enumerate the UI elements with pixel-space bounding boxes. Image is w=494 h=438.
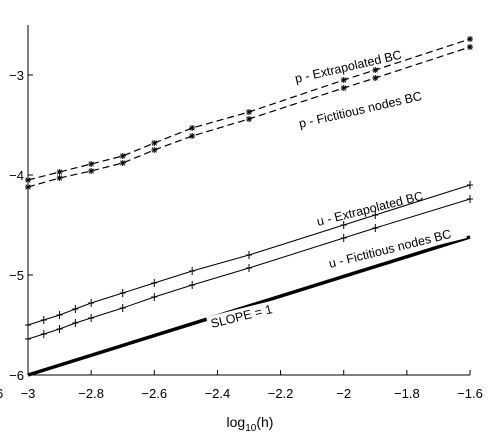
- data-point: [189, 267, 196, 275]
- x-tick-label: −2.4: [205, 386, 231, 401]
- series-line: [27, 38, 471, 181]
- y-tick-label: −5: [9, 268, 24, 283]
- series-4: [27, 235, 471, 377]
- label-u-fictitious-bg: [325, 222, 467, 273]
- data-point: [372, 224, 379, 232]
- series-3: [25, 195, 473, 343]
- data-point: [189, 133, 196, 139]
- y-tick-label: −3: [9, 68, 24, 83]
- data-point: [246, 264, 252, 272]
- data-point: [56, 175, 63, 181]
- x-tick-label: −1.6: [457, 386, 483, 401]
- data-point: [189, 281, 196, 289]
- data-point: [88, 168, 95, 174]
- x-tick-label: −2.8: [78, 386, 104, 401]
- data-point: [119, 289, 126, 297]
- data-point: [151, 140, 158, 146]
- series-line: [27, 46, 471, 188]
- label-slope-bg: [206, 297, 288, 333]
- data-point: [56, 325, 63, 333]
- data-point: [246, 251, 252, 259]
- data-point: [25, 177, 31, 183]
- data-point: [467, 44, 473, 50]
- data-point: [56, 311, 63, 319]
- x-axis-label-main: log: [227, 414, 246, 430]
- data-point: [72, 305, 79, 313]
- data-point: [119, 153, 126, 159]
- label-slope-group: SLOPE = 1: [206, 297, 288, 333]
- data-point: [119, 304, 126, 312]
- data-point: [25, 184, 31, 190]
- x-axis-label-suffix: (h): [256, 414, 273, 430]
- data-point: [340, 221, 347, 229]
- series-line: [27, 184, 471, 326]
- series-line: [27, 235, 471, 377]
- data-point: [25, 321, 31, 329]
- data-point: [372, 211, 379, 219]
- y-ticks: −6 −5 −4 −3: [9, 68, 33, 383]
- data-point: [372, 75, 379, 81]
- series-1: [25, 44, 473, 190]
- data-point: [467, 195, 473, 203]
- data-point: [88, 299, 95, 307]
- data-point: [88, 314, 95, 322]
- data-point: [340, 77, 347, 83]
- data-point: [246, 109, 252, 115]
- x-tick-label: −2.6: [141, 386, 167, 401]
- data-point: [246, 116, 252, 122]
- label-p-fictitious: p - Fictitious nodes BC: [298, 89, 424, 131]
- x-axis-label-subscript: 10: [245, 423, 257, 434]
- data-point: [340, 85, 347, 91]
- x-tick-label: −2: [336, 386, 351, 401]
- data-point: [119, 160, 126, 166]
- data-point: [151, 293, 158, 301]
- x-tick-label: −1.8: [394, 386, 420, 401]
- data-point: [340, 234, 347, 242]
- data-point: [467, 36, 473, 42]
- x-ticks: −3 −2.8 −2.6 −2.4 −2.2 −2 −1.8 −1.6: [21, 370, 483, 401]
- series-layer: [25, 36, 473, 377]
- data-point: [25, 335, 31, 343]
- data-point: [56, 169, 63, 175]
- data-point: [88, 161, 95, 167]
- y-tick-label: −6: [9, 368, 24, 383]
- series-2: [25, 181, 473, 329]
- data-point: [151, 147, 158, 153]
- axes: −3 −2.8 −2.6 −2.4 −2.2 −2 −1.8 −1.6 −6 −5 −4 −3: [9, 25, 483, 401]
- data-point: [40, 316, 47, 324]
- data-point: [151, 279, 158, 287]
- data-point: [40, 330, 47, 338]
- data-point: [372, 67, 379, 73]
- series-line: [27, 198, 471, 340]
- data-point: [467, 181, 473, 189]
- label-slope: SLOPE = 1: [209, 302, 273, 331]
- x-axis-label: log10(h): [227, 414, 274, 434]
- x-tick-label: −3: [21, 386, 36, 401]
- data-point: [72, 319, 79, 327]
- y-tick-label: −4: [9, 168, 24, 183]
- x-tick-label-clipped: 6: [0, 386, 3, 401]
- label-u-fictitious-group: u - Fictitious nodes BC: [325, 222, 467, 273]
- data-point: [189, 125, 196, 131]
- label-u-extrapolated: u - Extrapolated BC: [315, 189, 424, 229]
- series-0: [25, 36, 473, 183]
- x-tick-label: −2.2: [268, 386, 294, 401]
